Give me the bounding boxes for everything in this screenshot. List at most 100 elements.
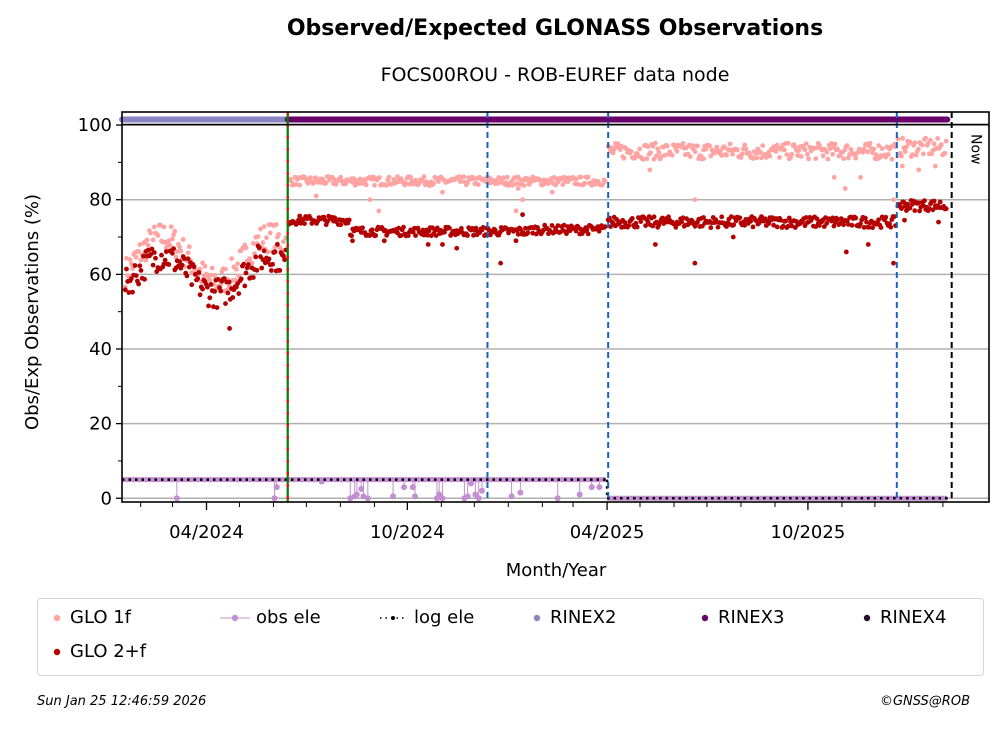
outlier-point — [513, 238, 519, 244]
obs-ele-point — [517, 489, 524, 496]
data-point — [433, 233, 439, 239]
data-point — [537, 177, 543, 183]
data-point — [878, 225, 884, 231]
data-point — [186, 264, 192, 270]
data-point — [687, 154, 693, 160]
data-point — [796, 148, 802, 154]
data-point — [619, 143, 624, 149]
data-point — [703, 146, 709, 152]
data-point — [122, 287, 128, 293]
data-point — [756, 220, 762, 226]
data-point — [215, 277, 221, 282]
data-point — [128, 276, 134, 282]
data-point — [308, 175, 313, 181]
outlier-point — [730, 234, 736, 240]
data-point — [403, 181, 409, 186]
data-point — [517, 176, 522, 182]
data-point — [628, 148, 634, 154]
data-point — [824, 220, 830, 226]
x-tick-label: 04/2025 — [570, 522, 645, 543]
data-point — [133, 273, 139, 278]
outlier-point — [515, 186, 521, 191]
outlier-point — [454, 245, 460, 251]
data-point — [293, 182, 299, 187]
data-point — [841, 222, 846, 228]
data-point — [241, 261, 247, 267]
legend-item-glo-2-f: GLO 2+f — [50, 641, 146, 662]
data-point — [803, 141, 809, 147]
data-point — [256, 245, 262, 251]
data-point — [821, 224, 827, 230]
data-point — [565, 179, 571, 185]
legend-marker — [231, 614, 239, 621]
data-point — [182, 256, 187, 261]
data-point — [130, 289, 135, 295]
data-point — [759, 214, 764, 220]
legend-swatch — [533, 614, 541, 621]
data-point — [396, 225, 402, 231]
data-point — [626, 223, 632, 229]
data-point — [632, 155, 638, 161]
plot-frame — [121, 111, 990, 503]
data-point — [456, 174, 462, 180]
data-point — [602, 224, 608, 230]
data-point — [282, 257, 287, 263]
data-point — [413, 233, 418, 239]
data-point — [738, 155, 744, 160]
outlier-point — [936, 219, 941, 225]
data-point — [789, 151, 795, 157]
data-point — [276, 232, 281, 237]
data-point — [234, 266, 239, 272]
data-point — [737, 215, 743, 221]
data-point — [302, 221, 307, 227]
data-point — [885, 152, 891, 157]
data-point — [533, 231, 539, 237]
data-point — [608, 224, 613, 230]
data-point — [501, 175, 507, 181]
data-point — [771, 222, 776, 228]
data-point — [124, 266, 129, 272]
data-point — [431, 181, 437, 186]
data-point — [622, 220, 628, 226]
data-point — [913, 152, 919, 158]
data-point — [136, 281, 142, 287]
data-point — [750, 224, 756, 230]
data-point — [209, 265, 215, 271]
data-point — [766, 221, 772, 226]
data-point — [415, 225, 421, 231]
data-point — [861, 146, 867, 152]
data-point — [246, 262, 251, 267]
data-point — [943, 206, 949, 212]
data-point — [153, 255, 158, 261]
data-point — [211, 304, 216, 310]
data-point — [743, 146, 749, 152]
data-point — [731, 222, 737, 228]
data-point — [442, 229, 447, 235]
obs-ele-point — [439, 495, 446, 502]
data-point — [589, 182, 595, 188]
outlier-point — [865, 242, 871, 247]
data-point — [862, 215, 868, 221]
outlier-point — [549, 189, 555, 195]
data-point — [475, 182, 481, 188]
data-point — [867, 140, 873, 146]
legend-item-obs-ele: obs ele — [220, 607, 321, 628]
obs-ele-point — [390, 493, 397, 500]
data-point — [180, 237, 186, 242]
obs-ele-point — [554, 495, 561, 502]
data-point — [831, 223, 837, 229]
data-point — [473, 225, 479, 231]
data-point — [899, 206, 904, 212]
legend-item-rinex3: RINEX3 — [698, 607, 784, 628]
data-point — [171, 246, 177, 252]
data-point — [212, 273, 218, 278]
data-point — [523, 225, 528, 231]
data-point — [250, 275, 256, 280]
data-point — [136, 249, 142, 254]
data-point — [735, 147, 740, 153]
data-point — [923, 135, 929, 141]
data-point — [930, 207, 936, 213]
data-point — [883, 214, 889, 220]
data-point — [305, 180, 311, 186]
